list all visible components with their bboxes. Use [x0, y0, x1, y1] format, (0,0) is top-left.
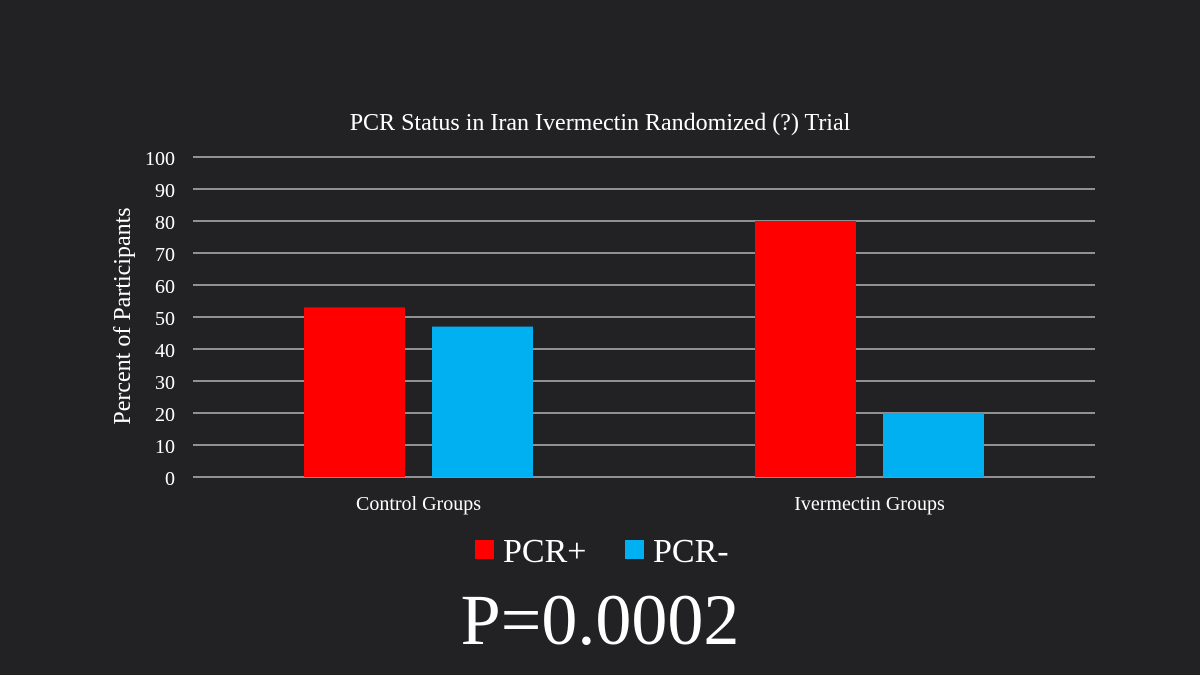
- legend-label: PCR-: [653, 533, 729, 570]
- x-axis-ticks: Control Groups Ivermectin Groups: [356, 493, 945, 515]
- y-tick-label: 80: [155, 212, 175, 234]
- y-axis-label: Percent of Participants: [110, 207, 136, 424]
- bars: [304, 221, 984, 477]
- x-tick-label: Control Groups: [356, 493, 481, 515]
- y-tick-label: 0: [165, 468, 175, 490]
- y-tick-label: 40: [155, 340, 175, 362]
- y-axis-ticks: 0 10 20 30 40 50 60 70 80 90 100: [145, 148, 175, 490]
- x-tick-label: Ivermectin Groups: [794, 493, 945, 515]
- bar: [755, 221, 856, 477]
- y-tick-label: 30: [155, 372, 175, 394]
- y-tick-label: 90: [155, 180, 175, 202]
- bar: [304, 307, 405, 477]
- y-tick-label: 60: [155, 276, 175, 298]
- y-tick-label: 100: [145, 148, 175, 170]
- chart-title: PCR Status in Iran Ivermectin Randomized…: [350, 110, 851, 136]
- bar: [432, 326, 533, 477]
- legend-swatch: [625, 540, 644, 559]
- y-tick-label: 20: [155, 404, 175, 426]
- y-tick-label: 50: [155, 308, 175, 330]
- y-tick-label: 10: [155, 436, 175, 458]
- legend: PCR+ PCR-: [475, 533, 729, 570]
- legend-label: PCR+: [503, 533, 586, 570]
- bar-chart: PCR Status in Iran Ivermectin Randomized…: [110, 110, 1095, 570]
- bar: [883, 413, 984, 477]
- y-tick-label: 70: [155, 244, 175, 266]
- p-value-annotation: P=0.0002: [460, 580, 740, 660]
- legend-swatch: [475, 540, 494, 559]
